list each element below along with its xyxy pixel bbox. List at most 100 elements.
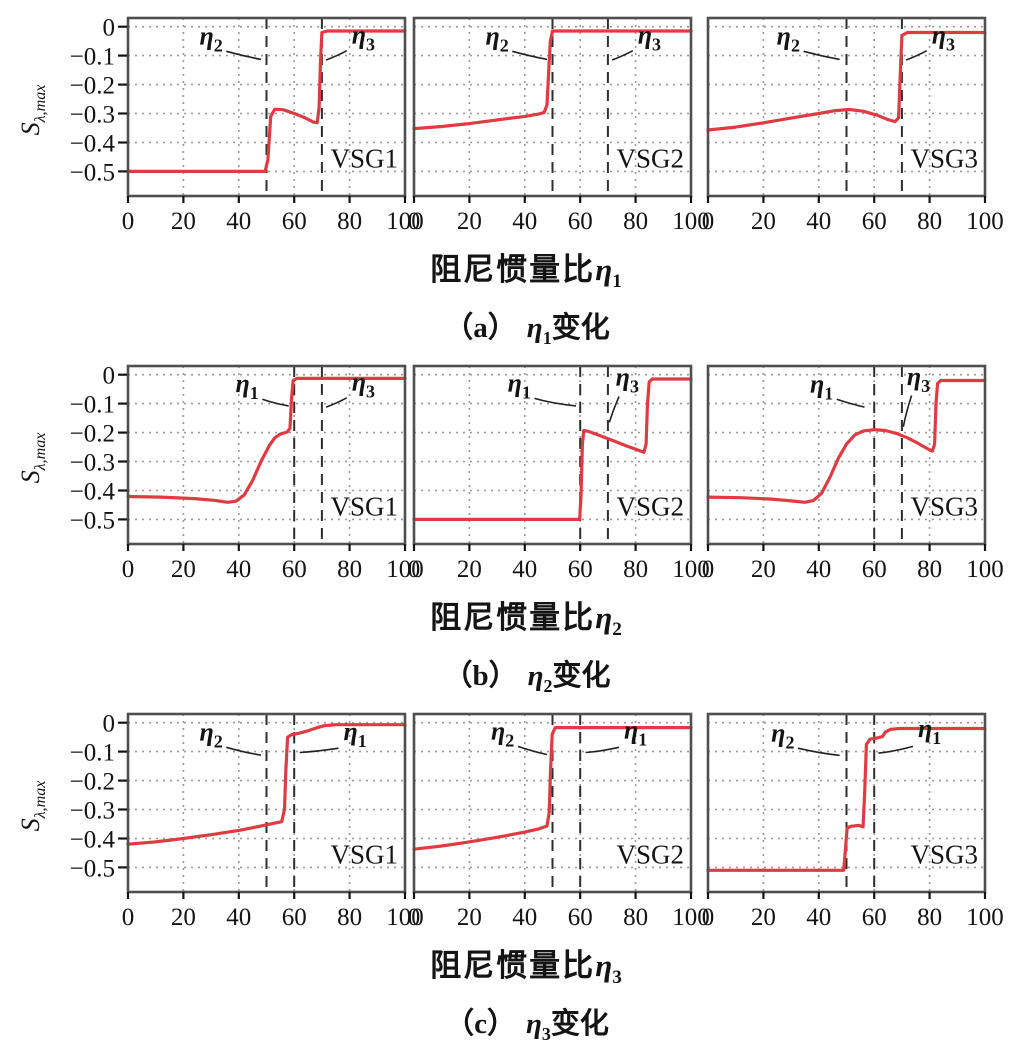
sensitivity-curve — [706, 30, 987, 132]
eta-annotation: η1 — [918, 714, 941, 748]
eta-annotation: η1 — [343, 717, 366, 751]
eta-annotation: η1 — [810, 370, 833, 404]
x-tick-label: 20 — [751, 556, 776, 583]
plot-border — [412, 364, 693, 546]
panel-caption: （a） η1变化 — [444, 312, 610, 348]
eta-annotation: η3 — [932, 21, 955, 55]
x-axis-label: 阻尼惯量比η1 — [430, 252, 624, 293]
y-tick-label: −0.1 — [70, 44, 115, 71]
annotation-connector — [325, 49, 348, 61]
annotation-connector — [905, 49, 928, 61]
x-tick-label: 20 — [171, 208, 196, 235]
panel-c: Sλ,max 0 −0.1 −0.2 −0.3 −0.4 −0.5 0 20 40 60 80 100… — [8, 706, 1017, 1044]
sensitivity-curve — [412, 29, 693, 131]
x-tick-label: 80 — [623, 556, 648, 583]
y-tick-label: −0.1 — [70, 740, 115, 767]
y-tick-label: −0.4 — [70, 478, 116, 505]
annotation-connector — [803, 50, 840, 61]
eta-annotation: η3 — [352, 368, 375, 402]
y-tick-label: −0.5 — [70, 855, 115, 882]
x-tick-label: 20 — [457, 556, 482, 583]
x-tick-label: 80 — [917, 556, 942, 583]
x-axis-label: 阻尼惯量比η3 — [430, 947, 624, 989]
x-tick-label: 100 — [966, 904, 1004, 931]
panel-a: Sλ,max 0 −0.1 −0.2 −0.3 −0.4 −0.5 0 20 40 60 80 100… — [8, 10, 1017, 349]
x-tick-label: 60 — [568, 208, 593, 235]
generator-label: VSG2 — [617, 491, 685, 521]
eta-annotation: η2 — [777, 22, 800, 56]
x-tick-label: 0 — [408, 556, 421, 583]
y-tick-label: −0.2 — [70, 769, 115, 796]
eta-annotation: η2 — [491, 716, 514, 750]
y-tick-label: −0.2 — [70, 73, 115, 100]
x-tick-label: 100 — [672, 208, 710, 235]
eta-annotation: η1 — [624, 716, 647, 750]
sensitivity-curve — [412, 377, 693, 521]
y-tick-label: 0 — [103, 15, 116, 42]
subplot-b-vsg3: 0 20 40 60 80 100 VSG3 η1 η3 — [702, 362, 1004, 583]
sensitivity-curve — [126, 376, 407, 504]
x-tick-label: 80 — [337, 556, 362, 583]
plot-border — [706, 364, 987, 546]
x-tick-label: 80 — [623, 904, 648, 931]
eta-annotation: η3 — [352, 21, 375, 55]
x-axis-label: 阻尼惯量比η2 — [430, 599, 624, 641]
eta-annotation: η1 — [508, 368, 531, 402]
y-tick-label: 0 — [103, 363, 116, 390]
annotation-connector — [608, 396, 620, 423]
eta-annotation: η2 — [771, 718, 794, 752]
y-tick-label: −0.3 — [70, 797, 115, 824]
annotation-connector — [262, 398, 289, 407]
annotation-connector — [517, 745, 548, 756]
eta-annotation: η1 — [235, 369, 258, 403]
subplot-a-vsg2: 0 20 40 60 80 100 VSG2 η2 η3 — [408, 16, 710, 235]
x-tick-label: 0 — [122, 556, 135, 583]
subplot-c-vsg2: 0 20 40 60 80 100 VSG2 η2 η1 — [408, 712, 710, 931]
x-tick-label: 40 — [806, 904, 831, 931]
y-tick-label: −0.1 — [70, 392, 115, 419]
y-tick-label: −0.4 — [70, 131, 116, 158]
plot-border — [412, 712, 693, 894]
plot-border — [126, 16, 407, 198]
panel-c-plot-row: Sλ,max 0 −0.1 −0.2 −0.3 −0.4 −0.5 0 20 40 60 80 100… — [8, 706, 1017, 938]
x-tick-label: 60 — [282, 208, 307, 235]
generator-label: VSG3 — [911, 839, 979, 869]
generator-label: VSG3 — [911, 143, 979, 173]
generator-label: VSG3 — [911, 491, 979, 521]
x-tick-label: 20 — [171, 904, 196, 931]
generator-label: VSG1 — [331, 491, 399, 521]
generator-label: VSG1 — [331, 839, 399, 869]
plot-border — [126, 712, 407, 894]
x-tick-label: 0 — [702, 556, 715, 583]
x-tick-label: 60 — [282, 556, 307, 583]
plot-border — [126, 364, 407, 546]
x-tick-label: 100 — [966, 556, 1004, 583]
x-tick-label: 0 — [702, 208, 715, 235]
annotation-connector — [902, 395, 913, 427]
generator-label: VSG1 — [331, 143, 399, 173]
panel-b: Sλ,max 0 −0.1 −0.2 −0.3 −0.4 −0.5 0 20 40 60 80 100… — [8, 358, 1017, 697]
y-tick-label: −0.4 — [70, 826, 116, 853]
subplot-c-vsg3: 0 20 40 60 80 100 VSG3 η2 η1 — [702, 712, 1004, 931]
x-tick-label: 100 — [966, 208, 1004, 235]
annotation-connector — [299, 747, 339, 754]
eta-annotation: η2 — [199, 22, 222, 56]
x-tick-label: 100 — [386, 904, 424, 931]
panel-caption: （b） η2变化 — [443, 660, 611, 696]
sensitivity-curve — [706, 726, 987, 872]
x-tick-label: 20 — [171, 556, 196, 583]
y-tick-label: −0.3 — [70, 449, 115, 476]
annotation-connector — [836, 398, 865, 408]
plot-border — [706, 712, 987, 894]
generator-label: VSG2 — [617, 143, 685, 173]
annotation-connector — [534, 397, 577, 407]
x-tick-label: 80 — [623, 208, 648, 235]
x-tick-label: 20 — [751, 904, 776, 931]
annotation-connector — [585, 746, 620, 754]
x-tick-label: 40 — [512, 904, 537, 931]
annotation-connector — [325, 397, 348, 408]
x-tick-label: 40 — [806, 556, 831, 583]
